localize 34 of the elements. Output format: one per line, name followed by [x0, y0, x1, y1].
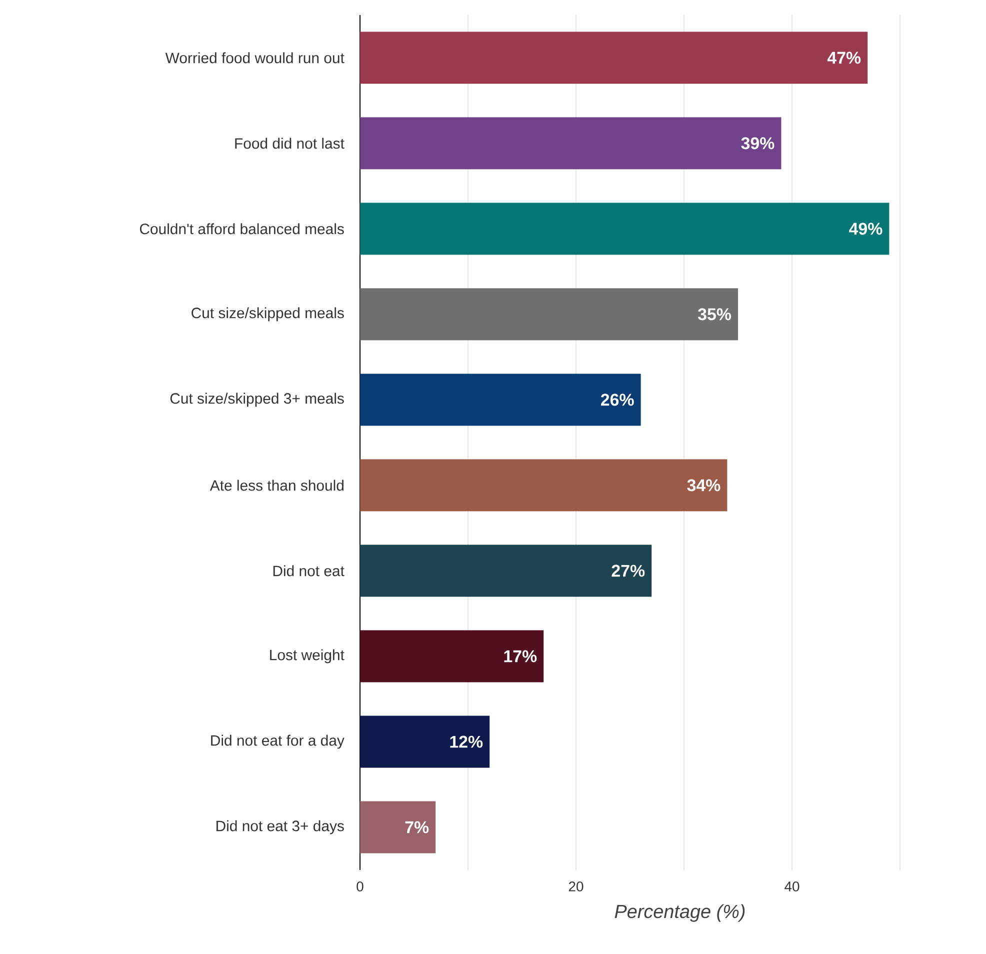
data-label: 39%: [741, 137, 774, 150]
y-tick-label: Cut size/skipped meals: [192, 307, 344, 322]
data-label: 49%: [849, 222, 882, 235]
data-label: 26%: [600, 394, 634, 406]
data-label: 17%: [504, 650, 537, 662]
bar: [360, 32, 868, 84]
x-axis-title: Percentage (%): [614, 904, 745, 922]
data-label: 7%: [405, 821, 429, 834]
bar: [360, 544, 652, 597]
data-label: 34%: [687, 479, 720, 492]
bar: [360, 374, 641, 426]
x-tick-label: 20: [568, 882, 584, 892]
y-tick-label: Did not eat: [273, 565, 344, 576]
y-tick-label: Lost weight: [270, 649, 344, 664]
y-tick-label: Couldn't afford balanced meals: [140, 223, 344, 234]
data-label: 12%: [450, 736, 483, 748]
y-tick-label: Did not eat for a day: [211, 734, 344, 749]
y-tick-label: Worried food would run out: [165, 52, 344, 64]
bar: [360, 288, 738, 340]
bar: [360, 117, 782, 170]
x-tick-label: 0: [356, 882, 364, 892]
y-tick-label: Cut size/skipped 3+ meals: [170, 392, 344, 407]
y-tick-label: Did not eat 3+ days: [216, 820, 344, 834]
y-tick-label: Food did not last: [235, 138, 344, 149]
data-label: 47%: [827, 52, 861, 64]
y-tick-label: Ate less than should: [210, 480, 344, 491]
bar: [360, 716, 490, 768]
bar: [360, 630, 544, 682]
bar: [360, 801, 436, 854]
bar: [360, 459, 728, 512]
bar: [360, 202, 890, 255]
data-label: 35%: [698, 308, 732, 320]
data-label: 27%: [612, 564, 645, 577]
x-tick-label: 40: [784, 882, 800, 892]
